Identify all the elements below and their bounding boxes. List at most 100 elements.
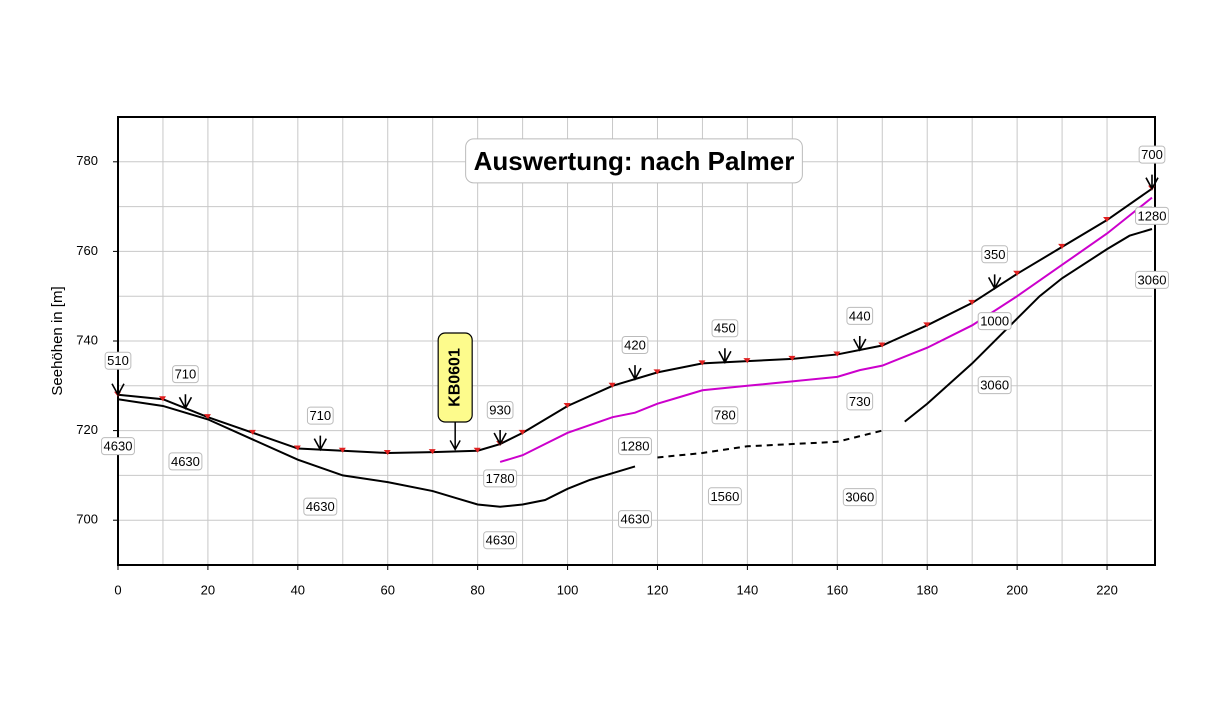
- geophone-marker: [473, 447, 481, 453]
- velocity-box: [483, 469, 518, 488]
- shot-label-box: [846, 306, 874, 325]
- x-tick-label: 200: [1006, 582, 1028, 597]
- velocity-label: 4630: [171, 454, 200, 469]
- velocity-label: 780: [714, 408, 736, 423]
- shot-label-box: [1138, 145, 1166, 164]
- velocity-label: 3060: [980, 378, 1009, 393]
- velocity-label: 730: [849, 394, 871, 409]
- velocity-label: 3060: [845, 490, 874, 505]
- x-tick-label: 40: [291, 582, 305, 597]
- title-box: [465, 138, 803, 184]
- geophone-marker: [653, 369, 661, 375]
- shot-label-box: [486, 400, 514, 419]
- x-tick-label: 100: [557, 582, 579, 597]
- shot-arrow: [178, 394, 193, 410]
- shot-label-box: [306, 406, 334, 425]
- shot-label: 350: [984, 247, 1006, 262]
- y-tick-label: 740: [76, 332, 98, 347]
- velocity-box: [303, 497, 338, 516]
- velocity-box: [711, 406, 739, 425]
- x-tick-label: 20: [201, 582, 215, 597]
- shot-arrow: [718, 348, 732, 364]
- x-tick-label: 0: [114, 582, 121, 597]
- geophone-marker: [428, 449, 436, 455]
- velocity-box: [977, 376, 1012, 395]
- shot-label: 510: [107, 353, 129, 368]
- shot-label-box: [981, 245, 1009, 264]
- geophone-marker: [158, 396, 166, 402]
- velocity-box: [842, 488, 877, 507]
- geophone-marker: [608, 382, 616, 388]
- x-tick-label: 60: [381, 582, 395, 597]
- series-line: [904, 228, 1153, 423]
- shot-label: 420: [624, 338, 646, 353]
- geophone-marker: [833, 351, 841, 357]
- y-tick-label: 760: [76, 243, 98, 258]
- velocity-label: 1280: [621, 439, 650, 454]
- shot-arrow: [628, 365, 642, 381]
- geophone-marker: [383, 450, 391, 455]
- x-tick-label: 140: [737, 582, 759, 597]
- borehole-label: KB0601: [446, 348, 463, 407]
- shot-arrow: [493, 430, 507, 446]
- velocity-label: 4630: [104, 439, 133, 454]
- shot-label: 710: [175, 367, 197, 382]
- velocity-box: [168, 452, 203, 471]
- geophone-marker: [1013, 270, 1021, 276]
- velocity-box: [101, 437, 135, 456]
- velocity-label: 3060: [1138, 272, 1167, 287]
- y-tick-label: 720: [76, 422, 98, 437]
- geophone-marker: [743, 358, 751, 364]
- velocity-box: [618, 437, 652, 456]
- velocity-label: 1280: [1138, 208, 1167, 223]
- chart-title: Auswertung: nach Palmer: [474, 146, 795, 176]
- shot-arrow: [1145, 174, 1159, 191]
- y-tick-label: 780: [76, 153, 98, 168]
- shot-label: 700: [1141, 147, 1163, 162]
- shot-label-box: [711, 319, 739, 338]
- geophone-marker: [923, 322, 931, 328]
- geophone-marker: [203, 414, 211, 420]
- shot-label: 930: [489, 402, 511, 417]
- shot-label: 450: [714, 321, 736, 336]
- velocity-box: [846, 392, 874, 411]
- x-tick-label: 120: [647, 582, 669, 597]
- geophone-marker: [698, 360, 706, 366]
- y-axis-label: Seehöhen in [m]: [49, 286, 66, 395]
- shot-label: 440: [849, 308, 871, 323]
- velocity-box: [1135, 206, 1169, 225]
- geophone-marker: [968, 299, 976, 305]
- geophone-marker: [1058, 243, 1066, 249]
- geophone-marker: [563, 402, 571, 408]
- shot-arrow: [313, 435, 328, 452]
- series-line: [499, 196, 1153, 463]
- velocity-label: 1000: [980, 314, 1009, 329]
- velocity-box: [618, 510, 652, 529]
- shot-label: 710: [309, 408, 331, 423]
- series-line: [117, 398, 636, 508]
- geophone-marker: [518, 429, 526, 435]
- geophone-marker: [1103, 217, 1111, 223]
- x-tick-label: 160: [826, 582, 848, 597]
- x-tick-label: 180: [916, 582, 938, 597]
- velocity-box: [1135, 270, 1169, 289]
- geophone-marker: [338, 447, 346, 453]
- geophone-marker: [293, 445, 301, 451]
- geophone-marker: [788, 355, 796, 361]
- shot-arrow: [853, 335, 867, 352]
- velocity-box: [483, 531, 518, 550]
- geophone-marker: [878, 342, 886, 348]
- borehole-arrow: [449, 422, 461, 451]
- velocity-label: 1560: [710, 489, 739, 504]
- plot-frame: [117, 116, 1156, 566]
- velocity-label: 1780: [486, 471, 515, 486]
- velocity-label: 4630: [306, 499, 335, 514]
- x-tick-label: 220: [1096, 582, 1118, 597]
- shot-label-box: [172, 365, 199, 384]
- velocity-label: 4630: [486, 533, 515, 548]
- shot-label-box: [104, 351, 132, 370]
- shot-label-box: [621, 336, 649, 355]
- velocity-box: [707, 487, 742, 506]
- x-tick-label: 80: [470, 582, 484, 597]
